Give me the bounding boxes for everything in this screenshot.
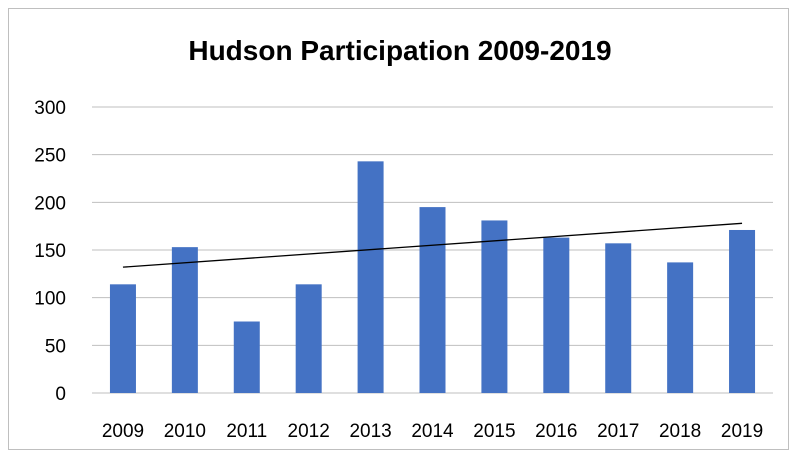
y-tick-label: 250 [34,146,66,167]
x-tick-label: 2014 [411,421,454,442]
x-tick-label: 2019 [721,421,763,442]
y-tick-label: 200 [34,193,66,214]
x-tick-label: 2018 [659,421,701,442]
bar [109,284,136,393]
x-tick-label: 2012 [288,421,330,442]
bar [543,237,570,393]
y-tick-label: 50 [45,336,66,357]
y-tick-label: 300 [34,98,66,119]
x-tick-label: 2017 [597,421,639,442]
x-tick-label: 2011 [226,421,267,442]
y-tick-label: 150 [34,241,66,262]
bar [667,262,694,393]
bars [109,161,756,393]
bar [295,284,322,393]
bar [605,243,632,393]
trendline-group [122,222,743,268]
bar [729,229,756,393]
chart-title: Hudson Participation 2009-2019 [188,35,611,66]
bar [419,207,446,393]
bar [357,161,384,393]
x-tick-label: 2009 [102,421,144,442]
y-tick-label: 100 [34,289,66,310]
y-axis-ticks: 0 50 100 150 200 250 300 [34,98,66,405]
bar [233,321,260,393]
x-tick-label: 2016 [535,421,577,442]
trendline [122,222,743,268]
bar [481,220,508,393]
gridlines [92,106,773,394]
x-tick-label: 2015 [473,421,515,442]
x-tick-label: 2010 [164,421,206,442]
y-tick-label: 0 [55,384,66,405]
x-tick-label: 2013 [349,421,391,442]
bar [171,247,198,393]
x-axis-ticks: 2009 2010 2011 2012 2013 2014 2015 2016 2017 2018… [102,421,763,442]
